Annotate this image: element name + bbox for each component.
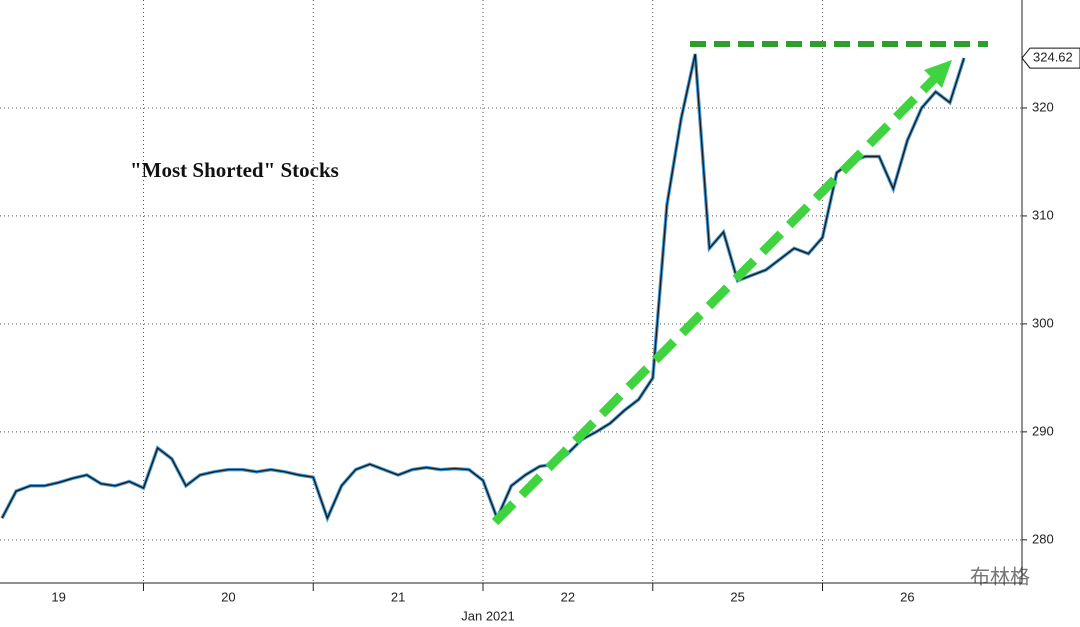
y-tick-label: 320 — [1032, 99, 1054, 114]
last-value-box — [1021, 47, 1080, 69]
price-line — [1, 53, 965, 521]
x-tick-label: 25 — [730, 589, 744, 604]
last-value-label: 324.62 — [1033, 50, 1073, 65]
marks: 280 290 300 310 320 19 20 21 22 25 26 324.62 — [0, 0, 1080, 604]
x-tick-label: 20 — [221, 589, 235, 604]
y-tick-label: 300 — [1032, 315, 1054, 330]
trend-arrow — [491, 71, 942, 526]
x-tick-label: 26 — [900, 589, 914, 604]
y-tick-label: 280 — [1032, 531, 1054, 546]
x-axis-sublabel: Jan 2021 — [461, 608, 515, 623]
x-tick-label: 19 — [51, 589, 65, 604]
x-tick-label: 21 — [391, 589, 405, 604]
y-tick-label: 310 — [1032, 207, 1054, 222]
x-tick-label: 22 — [561, 589, 575, 604]
y-tick-label: 290 — [1032, 423, 1054, 438]
annotation-arrows — [491, 41, 988, 526]
chart-title: "Most Shorted" Stocks — [130, 158, 339, 182]
watermark: 布林格 — [970, 565, 1030, 588]
arrow-head — [924, 60, 952, 88]
